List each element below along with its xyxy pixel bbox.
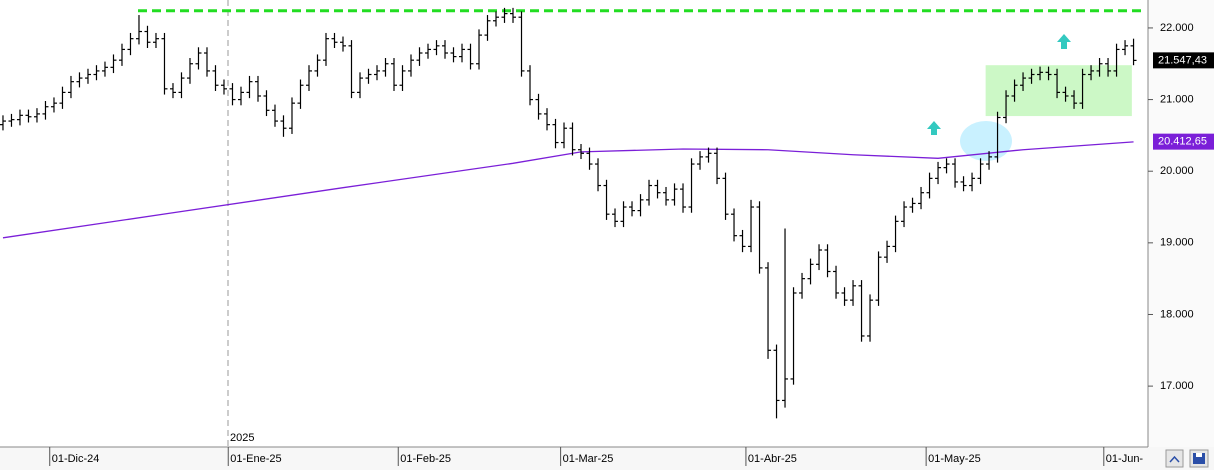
arrows — [927, 34, 1071, 135]
y-tick-label: 19.000 — [1160, 237, 1194, 249]
x-tick-label: 01-May-25 — [928, 453, 981, 465]
x-tick-label: 01-Mar-25 — [563, 453, 614, 465]
x-tick-label: 01-Dic-24 — [52, 453, 100, 465]
highlight-ellipse — [960, 121, 1012, 161]
button-icon — [1196, 453, 1202, 457]
y-tick-label: 18.000 — [1160, 308, 1194, 320]
x-tick-label: 01-Jun- — [1106, 453, 1144, 465]
price-tag-label: 21.547,43 — [1158, 54, 1207, 66]
price-tag — [1153, 52, 1214, 69]
up-arrow — [1057, 34, 1071, 49]
x-tick-label: 01-Abr-25 — [748, 453, 797, 465]
moving-average — [2, 141, 1134, 239]
x-tick-label: 01-Ene-25 — [230, 453, 281, 465]
x-tick-label: 01-Feb-25 — [400, 453, 451, 465]
year-label: 2025 — [230, 432, 254, 444]
button-icon — [1169, 455, 1180, 463]
y-tick-label: 17.000 — [1160, 380, 1194, 392]
up-arrow — [927, 121, 941, 135]
y-tick-label: 21.000 — [1160, 93, 1194, 105]
y-tick-label: 22.000 — [1160, 22, 1194, 34]
price-tag — [1153, 133, 1214, 150]
toolbar — [1165, 449, 1209, 468]
price-tag-label: 20.412,65 — [1158, 136, 1207, 148]
button-icon — [1193, 453, 1205, 464]
button[interactable] — [1165, 449, 1184, 468]
y-axis-panel — [1148, 0, 1214, 447]
range-box — [985, 65, 1132, 117]
x-axis-panel — [0, 447, 1214, 470]
y-tick-label: 20.000 — [1160, 165, 1194, 177]
